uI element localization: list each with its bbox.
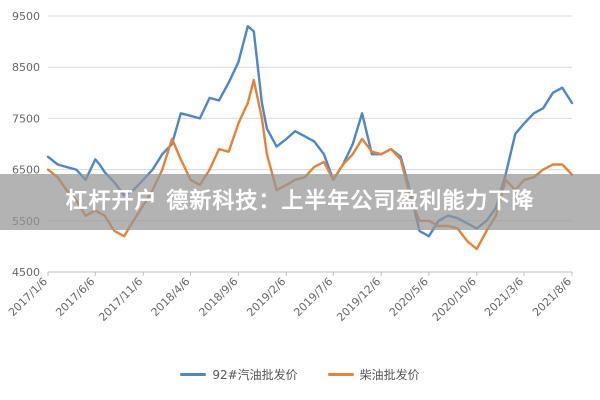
x-tick-label: 2020/5/6 xyxy=(387,275,431,319)
x-tick-label: 2017/1/6 xyxy=(6,275,50,319)
headline-banner xyxy=(0,174,600,230)
y-tick-label: 4500 xyxy=(12,266,40,279)
legend-item-gasoline: 92#汽油批发价 xyxy=(180,366,298,383)
x-tick-label: 2021/3/6 xyxy=(482,275,526,319)
y-tick-label: 8500 xyxy=(12,61,40,74)
x-tick-label: 2018/9/6 xyxy=(196,275,240,319)
x-tick-label: 2020/10/6 xyxy=(430,275,479,324)
headline-text: 杠杆开户 德新科技：上半年公司盈利能力下降 xyxy=(65,189,535,214)
x-tick-label: 2019/7/6 xyxy=(291,275,335,319)
legend-item-diesel: 柴油批发价 xyxy=(327,366,420,383)
x-tick-label: 2017/6/6 xyxy=(53,275,97,319)
legend-swatch-diesel xyxy=(327,372,354,376)
chart-legend: 92#汽油批发价 柴油批发价 xyxy=(0,362,600,386)
legend-swatch-gasoline xyxy=(180,372,207,376)
legend-label-diesel: 柴油批发价 xyxy=(359,367,420,382)
x-tick-label: 2019/2/6 xyxy=(244,275,288,319)
x-tick-label: 2017/11/6 xyxy=(96,275,145,324)
y-tick-label: 7500 xyxy=(12,112,40,125)
x-tick-label: 2019/12/6 xyxy=(334,275,383,324)
legend-label-gasoline: 92#汽油批发价 xyxy=(212,367,298,382)
x-tick-label: 2021/8/6 xyxy=(530,275,574,319)
x-tick-label: 2018/4/6 xyxy=(149,275,193,319)
y-tick-label: 9500 xyxy=(12,10,40,23)
y-tick-label: 6500 xyxy=(12,164,40,177)
